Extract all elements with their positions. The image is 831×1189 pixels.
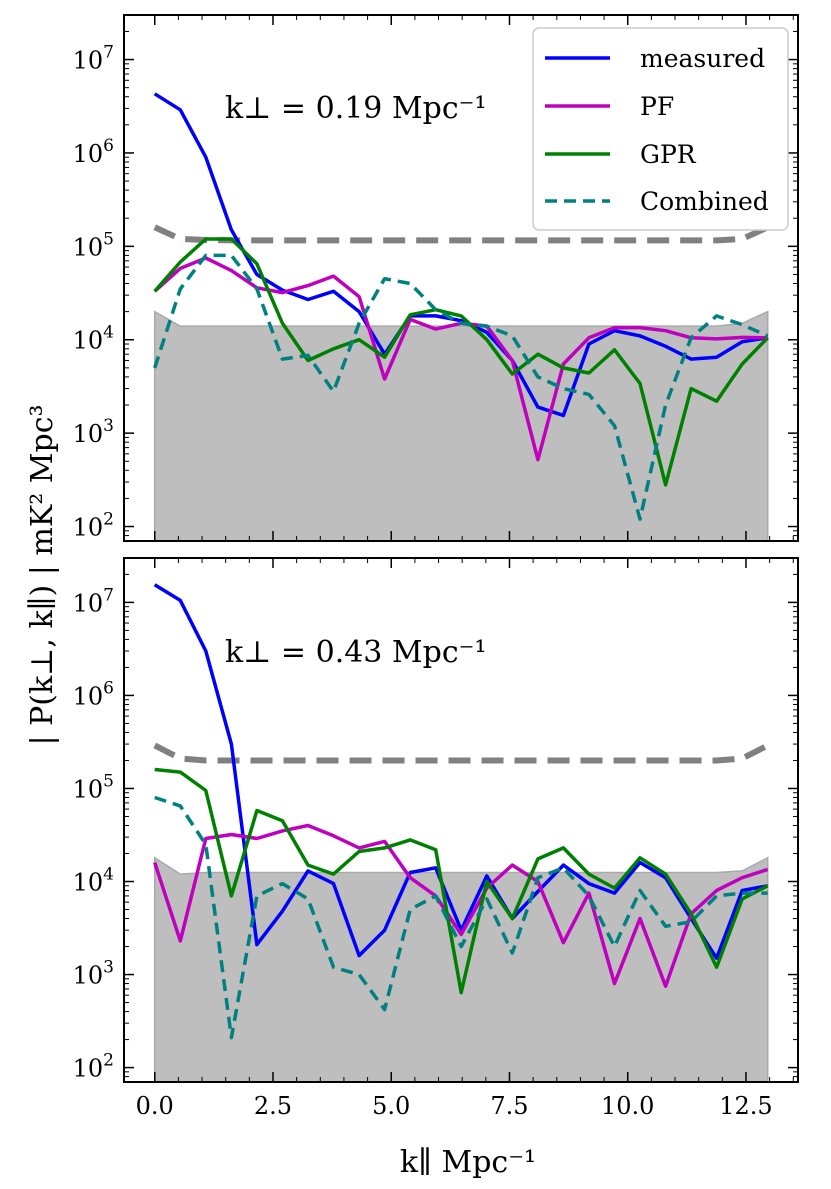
series-line-measured [153, 92, 768, 418]
series-line-pf [153, 823, 769, 988]
y-tick-label: 106 [73, 136, 114, 168]
legend: measured PF GPR Combined [532, 27, 789, 231]
threshold-line [153, 742, 770, 764]
axes-frame [123, 14, 799, 542]
y-tick-label: 103 [73, 958, 114, 990]
panel-annotation: k⊥ = 0.19 Mpc⁻¹ [225, 91, 487, 126]
legend-label-measured: measured [640, 44, 765, 73]
series-line-gpr [154, 767, 769, 995]
noise-area-fill [153, 310, 769, 542]
x-tick-label: 2.5 [254, 1092, 292, 1120]
x-tick-label: 7.5 [490, 1092, 528, 1120]
top-panel: 102 103 104 105 106 107 k⊥ = 0.19 Mpc⁻¹ [73, 14, 799, 542]
y-tick-label: 105 [73, 229, 114, 261]
legend-box [532, 27, 789, 231]
series-line-combined [153, 253, 769, 521]
x-tick-label: 12.5 [719, 1092, 772, 1120]
bottom-panel: 102 103 104 105 106 107 0.0 2.5 5.0 7.5 10.0 12.5 k⊥… [73, 557, 799, 1120]
y-axis-label: | P(k⊥, k∥) | mK² Mpc³ [25, 404, 60, 745]
x-tick-label: 5.0 [372, 1092, 410, 1120]
series-line-gpr [153, 237, 769, 487]
x-tick-label: 0.0 [136, 1092, 174, 1120]
legend-label-pf: PF [640, 92, 674, 121]
y-tick-label: 107 [73, 585, 114, 617]
y-tick-label: 104 [73, 323, 114, 355]
y-tick-label: 103 [73, 416, 114, 448]
legend-label-combined: Combined [640, 187, 769, 216]
legend-label-gpr: GPR [640, 140, 697, 169]
y-tick-label: 107 [73, 43, 114, 75]
series-line-measured [153, 583, 769, 960]
y-tick-label: 102 [73, 1051, 114, 1083]
x-axis-label: k∥ Mpc⁻¹ [400, 1145, 536, 1180]
threshold-line [153, 224, 769, 244]
y-tick-label: 102 [73, 510, 114, 542]
x-tick-label: 10.0 [601, 1092, 654, 1120]
y-tick-label: 106 [73, 678, 114, 710]
series-line-combined [154, 795, 768, 1040]
axes-frame [123, 557, 799, 1083]
y-tick-label: 105 [73, 771, 114, 803]
panel-annotation: k⊥ = 0.43 Mpc⁻¹ [225, 635, 487, 670]
noise-area-fill [153, 856, 769, 1083]
y-tick-label: 104 [73, 865, 114, 897]
